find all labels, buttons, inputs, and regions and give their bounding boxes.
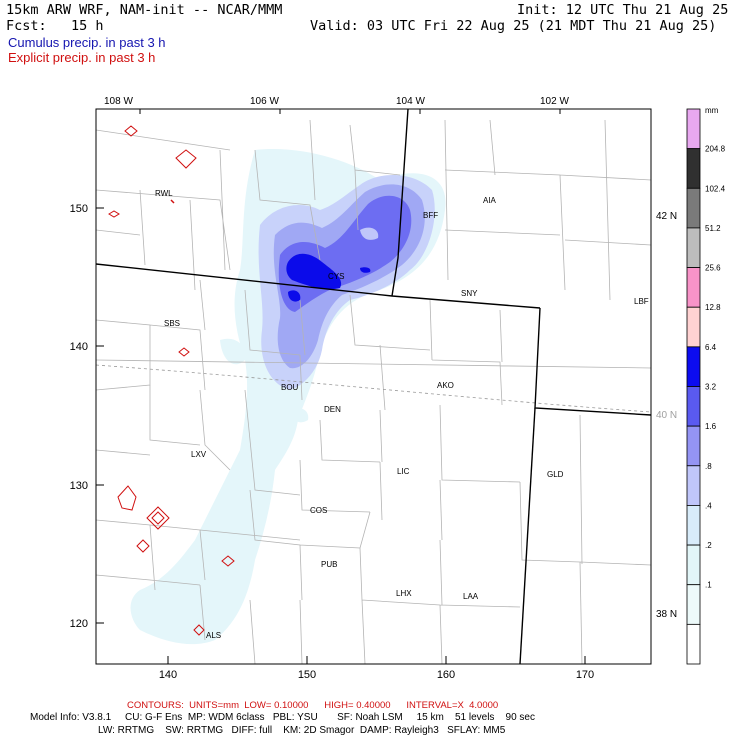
y-tick-150: 150 [70, 203, 88, 215]
colorbar-swatch [686, 148, 701, 189]
colorbar-level-label: .1 [705, 581, 712, 590]
city-lhx: LHX [396, 589, 412, 598]
city-pub: PUB [321, 560, 337, 569]
x-tick-150: 150 [298, 669, 316, 681]
explicit-contours [108, 125, 235, 636]
colorbar-swatch [686, 267, 701, 308]
colorbar-level-label: 204.8 [705, 145, 726, 154]
model-info-2: LW: RRTMG SW: RRTMG DIFF: full KM: 2D Sm… [98, 725, 506, 736]
lon-label-106w: 106 W [250, 96, 279, 107]
city-cys: CYS [328, 272, 344, 281]
colorbar-level-label: .4 [705, 501, 712, 510]
y-tick-130: 130 [70, 480, 88, 492]
colorbar-swatch [686, 505, 701, 546]
lon-label-104w: 104 W [396, 96, 425, 107]
colorbar-swatch [686, 227, 701, 268]
lat-label-38n: 38 N [656, 609, 677, 620]
x-tick-160: 160 [437, 669, 455, 681]
city-den: DEN [324, 405, 341, 414]
colorbar-swatch [686, 187, 701, 229]
colorbar-level-label: .8 [705, 462, 712, 471]
precip-shade-3 [286, 253, 371, 302]
latitude-40-line [96, 364, 651, 413]
city-rwl: RWL [155, 189, 173, 198]
valid-time: Valid: 03 UTC Fri 22 Aug 25 (21 MDT Thu … [310, 18, 717, 34]
model-info-1: Model Info: V3.8.1 CU: G-F Ens MP: WDM 6… [30, 712, 535, 723]
city-ako: AKO [437, 381, 454, 390]
colorbar-swatch [686, 108, 701, 150]
colorbar-unit: mm [705, 106, 719, 115]
city-laa: LAA [463, 592, 479, 601]
city-aia: AIA [483, 196, 497, 205]
lat-label-40n: 40 N [656, 410, 677, 421]
explicit-label: Explicit precip. in past 3 h [8, 50, 156, 65]
state-borders [96, 109, 651, 664]
colorbar-swatch [686, 346, 701, 387]
colorbar-level-label: 102.4 [705, 184, 726, 193]
lat-label-42n: 42 N [656, 211, 677, 222]
colorbar-level-label: 1.6 [705, 422, 717, 431]
colorbar-level-label: 3.2 [705, 383, 717, 392]
colorbar-swatch [686, 386, 701, 427]
city-lbf: LBF [634, 297, 649, 306]
colorbar-swatch [686, 425, 701, 467]
colorbar-level-label: 12.8 [705, 303, 721, 312]
colorbar-level-label: 6.4 [705, 343, 717, 352]
city-bff: BFF [423, 211, 438, 220]
city-bou: BOU [281, 383, 299, 392]
forecast-hour: Fcst: 15 h [6, 18, 104, 34]
colorbar-swatch [686, 306, 701, 348]
y-tick-120: 120 [70, 618, 88, 630]
colorbar: mm 204.8 102.4 51.2 25.6 12.8 6.4 3.2 1.6 .8 .4 .2… [686, 106, 726, 665]
cumulus-label: Cumulus precip. in past 3 h [8, 35, 166, 50]
lon-label-108w: 108 W [104, 96, 133, 107]
city-lxv: LXV [191, 450, 207, 459]
colorbar-level-label: .2 [705, 541, 712, 550]
contours-info: CONTOURS: UNITS=mm LOW= 0.10000 HIGH= 0.… [127, 700, 499, 711]
city-sbs: SBS [164, 319, 180, 328]
county-lines [96, 119, 651, 664]
colorbar-level-label: 25.6 [705, 264, 721, 273]
chart-title: 15km ARW WRF, NAM-init -- NCAR/MMM [6, 2, 283, 18]
init-time: Init: 12 UTC Thu 21 Aug 25 [517, 2, 729, 18]
city-als: ALS [206, 631, 221, 640]
x-tick-140: 140 [159, 669, 177, 681]
colorbar-swatch [686, 584, 701, 625]
colorbar-level-label: 51.2 [705, 224, 721, 233]
city-gld: GLD [547, 470, 564, 479]
city-lic: LIC [397, 467, 410, 476]
x-tick-170: 170 [576, 669, 594, 681]
y-tick-140: 140 [70, 341, 88, 353]
city-cos: COS [310, 506, 327, 515]
lon-label-102w: 102 W [540, 96, 569, 107]
colorbar-swatch [686, 465, 701, 506]
colorbar-swatch [686, 623, 701, 665]
city-sny: SNY [461, 289, 478, 298]
colorbar-swatch [686, 544, 701, 586]
